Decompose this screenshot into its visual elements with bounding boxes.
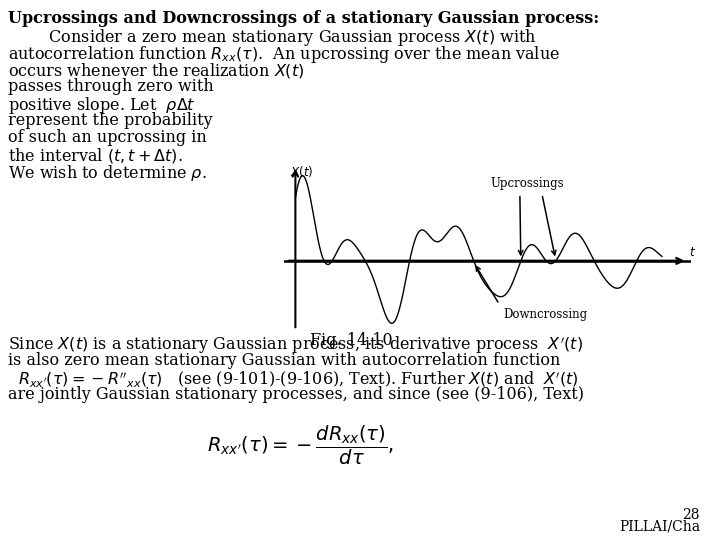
Text: Fig. 14.10: Fig. 14.10 xyxy=(310,332,392,349)
Text: represent the probability: represent the probability xyxy=(8,112,212,129)
Text: occurs whenever the realization $X(t)$: occurs whenever the realization $X(t)$ xyxy=(8,61,305,80)
Text: Downcrossing: Downcrossing xyxy=(503,308,587,321)
Text: Upcrossings: Upcrossings xyxy=(490,177,564,190)
Text: $X(t)$: $X(t)$ xyxy=(290,164,313,179)
Text: passes through zero with: passes through zero with xyxy=(8,78,214,95)
Text: of such an upcrossing in: of such an upcrossing in xyxy=(8,129,207,146)
Text: Since $X(t)$ is a stationary Gaussian process, its derivative process  $X'(t)$: Since $X(t)$ is a stationary Gaussian pr… xyxy=(8,335,583,356)
Text: the interval $(t, t + \Delta t)$.: the interval $(t, t + \Delta t)$. xyxy=(8,146,183,165)
Text: autocorrelation function $R_{xx}(\tau)$.  An upcrossing over the mean value: autocorrelation function $R_{xx}(\tau)$.… xyxy=(8,44,560,65)
Text: Upcrossings and Downcrossings of a stationary Gaussian process:: Upcrossings and Downcrossings of a stati… xyxy=(8,10,599,27)
Text: We wish to determine $\rho$.: We wish to determine $\rho$. xyxy=(8,163,207,183)
Text: Consider a zero mean stationary Gaussian process $X(t)$ with: Consider a zero mean stationary Gaussian… xyxy=(8,27,536,48)
Text: is also zero mean stationary Gaussian with autocorrelation function: is also zero mean stationary Gaussian wi… xyxy=(8,352,560,369)
Text: are jointly Gaussian stationary processes, and since (see (9-106), Text): are jointly Gaussian stationary processe… xyxy=(8,386,584,403)
Text: positive slope. Let  $\rho\Delta t$: positive slope. Let $\rho\Delta t$ xyxy=(8,95,196,116)
Text: $R_{xx'}(\tau) = -\dfrac{dR_{xx}(\tau)}{d\tau},$: $R_{xx'}(\tau) = -\dfrac{dR_{xx}(\tau)}{… xyxy=(207,424,394,468)
Text: 28: 28 xyxy=(683,508,700,522)
Text: PILLAI/Cha: PILLAI/Cha xyxy=(619,520,700,534)
Text: $R_{xx'}(\tau) = -R''_{xx}(\tau)$   (see (9-101)-(9-106), Text). Further $X(t)$ : $R_{xx'}(\tau) = -R''_{xx}(\tau)$ (see (… xyxy=(8,369,579,389)
Text: $t$: $t$ xyxy=(689,246,696,259)
